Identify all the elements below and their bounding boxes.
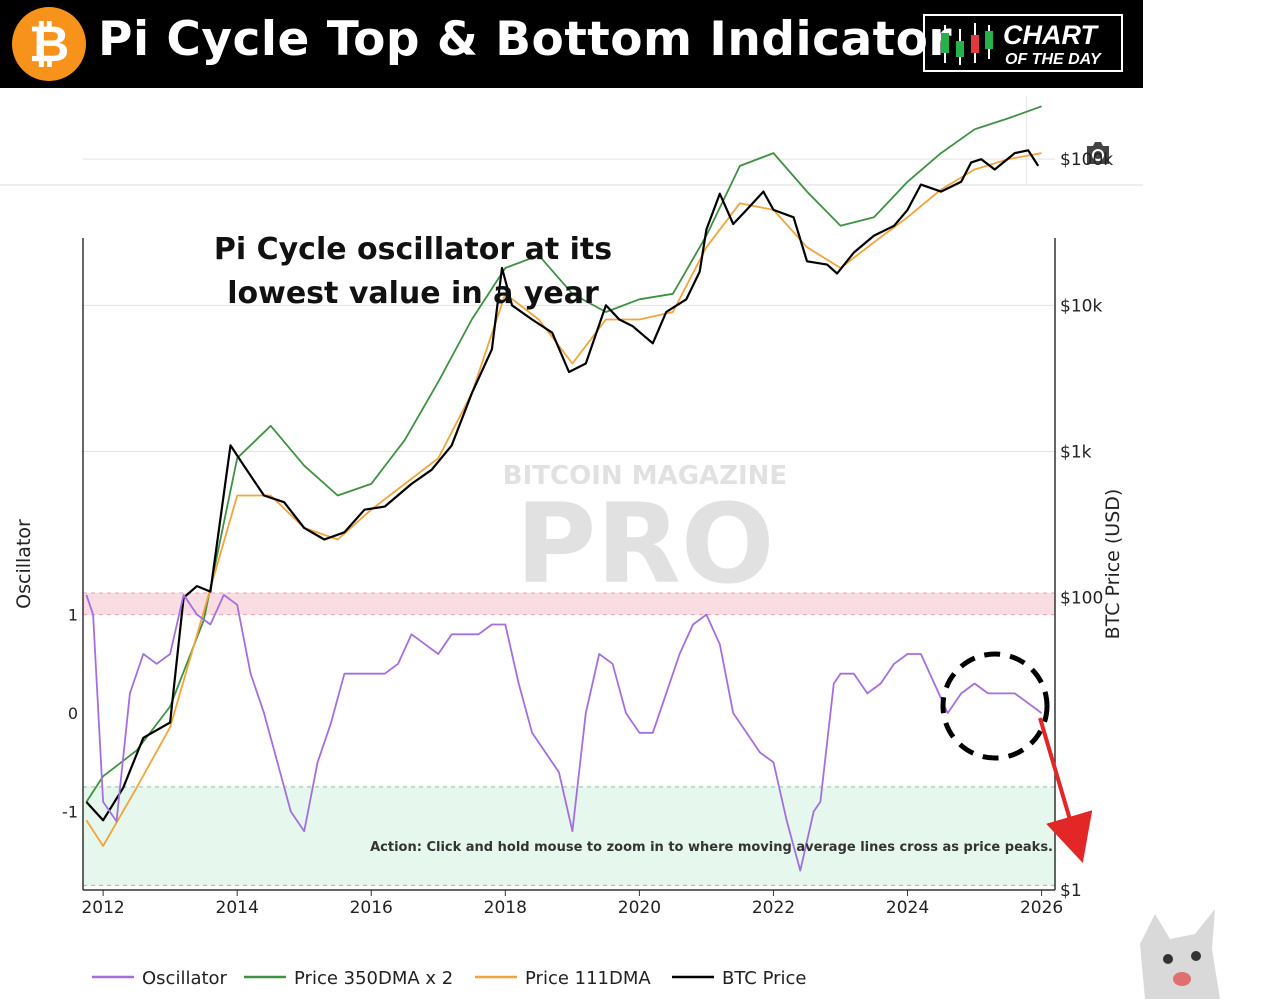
badge-line1: CHART: [1003, 20, 1097, 50]
x-tick-label: 2018: [484, 898, 527, 918]
bitcoin-logo-icon: ₿: [12, 7, 86, 81]
oscillator-line: [85, 594, 1043, 872]
highlight-circle: [940, 651, 1050, 761]
watermark: BITCOIN MAGAZINE PRO: [503, 461, 787, 608]
x-tick-label: 2016: [350, 898, 393, 918]
x-tick-label: 2020: [618, 898, 661, 918]
bottom-zone-band: [83, 786, 1055, 886]
left-tick-label: -1: [62, 803, 78, 822]
action-hint: Action: Click and hold mouse to zoom in …: [370, 840, 1053, 855]
x-tick-label: 2012: [81, 898, 124, 918]
watermark-line2: PRO: [516, 480, 775, 608]
x-tick-label: 2026: [1020, 898, 1063, 918]
top-zone-band: [83, 592, 1055, 615]
right-tick-label: $1k: [1060, 443, 1092, 463]
camera-icon[interactable]: [1084, 140, 1112, 166]
left-tick-label: 1: [68, 606, 78, 625]
right-axis-title: BTC Price (USD): [1102, 489, 1124, 640]
price-350dma-x-2-line: [85, 105, 1042, 803]
badge-line2: OF THE DAY: [1005, 51, 1101, 68]
x-tick-label: 2024: [886, 898, 929, 918]
legend-label: BTC Price: [722, 968, 807, 989]
watermark-line1: BITCOIN MAGAZINE: [503, 461, 787, 491]
x-tick-label: 2022: [752, 898, 795, 918]
annotation-title-line2: lowest value in a year: [227, 276, 599, 311]
cat-avatar-icon: [1140, 909, 1220, 999]
legend-label: Oscillator: [142, 968, 228, 989]
page-title: Pi Cycle Top & Bottom Indicator: [98, 12, 953, 67]
right-tick-label: $1: [1060, 881, 1082, 901]
toolbar-divider: [1026, 96, 1027, 184]
right-tick-label: $10k: [1060, 296, 1102, 316]
candlestick-icon: [941, 23, 993, 65]
chart-toolbar: [0, 96, 1143, 186]
legend-label: Price 350DMA x 2: [294, 968, 453, 989]
title-banner: ₿ Pi Cycle Top & Bottom Indicator CHART …: [0, 0, 1143, 88]
right-tick-label: $100k: [1060, 150, 1113, 170]
left-tick-label: 0: [68, 704, 78, 723]
annotation-title-line1: Pi Cycle oscillator at its: [214, 232, 612, 267]
btc-price-line: [85, 149, 1040, 822]
chart-of-the-day-badge: CHART OF THE DAY: [923, 14, 1123, 72]
right-tick-label: $100: [1060, 589, 1103, 609]
chart-legend: Oscillator Price 350DMA x 2 Price 111DMA BT…: [92, 968, 807, 989]
downward-red-arrow: [1038, 717, 1093, 864]
left-axis-title: Oscillator: [13, 519, 35, 609]
legend-label: Price 111DMA: [525, 968, 651, 989]
x-tick-label: 2014: [216, 898, 259, 918]
